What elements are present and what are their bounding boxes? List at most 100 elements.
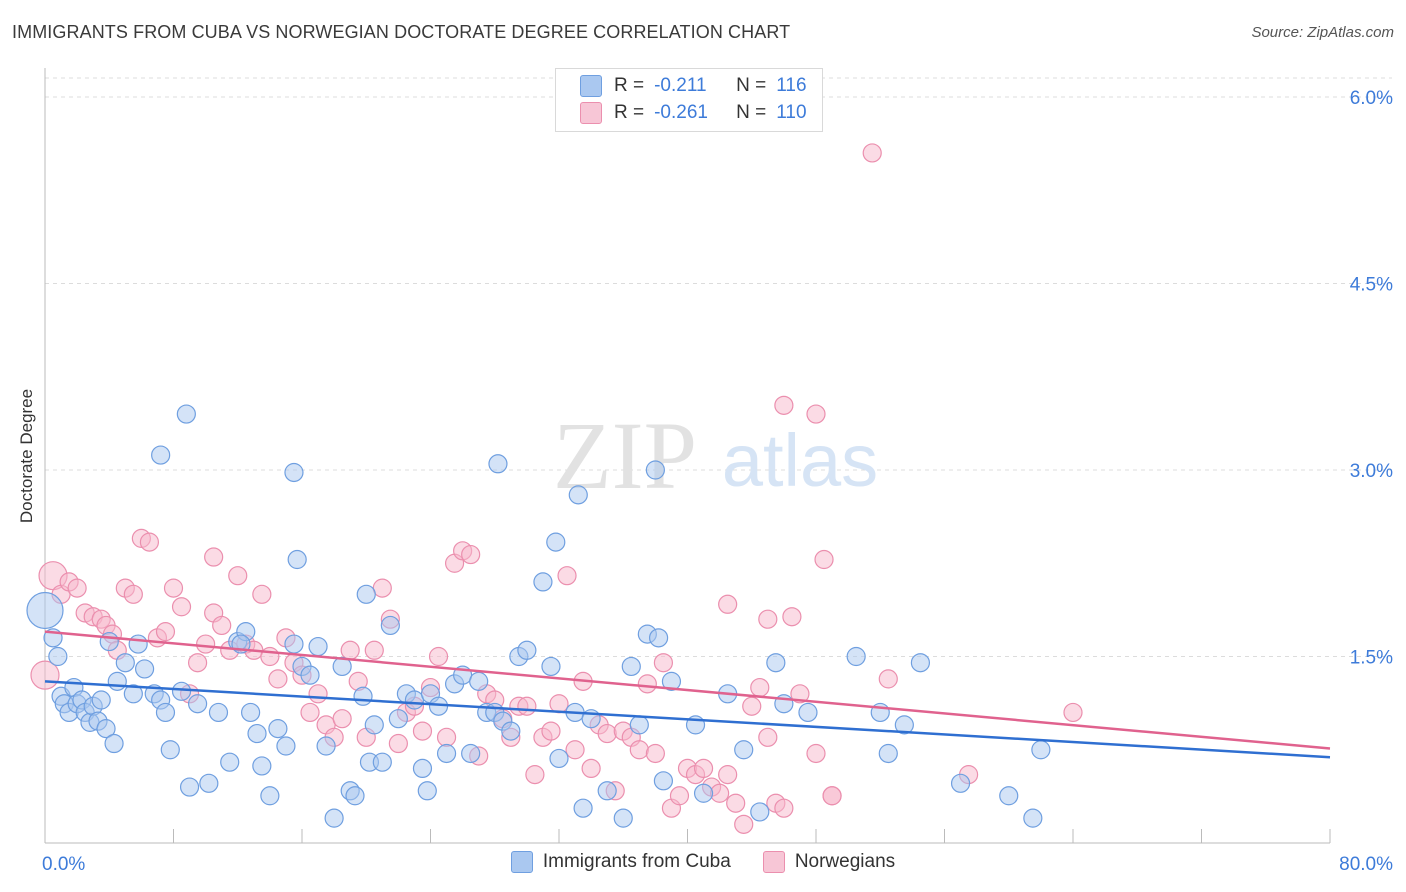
point-cuba [661, 671, 682, 691]
point-norwegians [629, 740, 649, 760]
y-tick-label: 1.5% [1350, 648, 1393, 669]
point-cuba [597, 781, 617, 801]
point-norwegians [557, 566, 577, 586]
point-cuba [1031, 740, 1051, 760]
legend-row-cuba: R = -0.211 N = 116 [580, 74, 807, 98]
point-cuba [345, 786, 365, 806]
point-cuba [176, 404, 196, 424]
grid-lines [45, 77, 1392, 657]
trend-line-norwegians [44, 630, 1331, 750]
series-legend: Immigrants from Cuba Norwegians [0, 851, 1406, 873]
point-cuba [160, 740, 180, 760]
series-norwegians [30, 143, 1083, 834]
legend-swatch-cuba [510, 851, 533, 873]
legend-n-label: N = [736, 75, 767, 96]
trend-lines [44, 630, 1331, 759]
x-tick-label: 0.0% [42, 854, 85, 875]
point-cuba [123, 684, 143, 704]
point-cuba [220, 752, 240, 772]
point-norwegians [774, 798, 794, 818]
point-cuba [26, 591, 64, 630]
point-norwegians [252, 584, 272, 604]
point-cuba [488, 454, 508, 474]
point-cuba [134, 659, 155, 679]
point-norwegians [123, 584, 143, 604]
point-cuba [300, 665, 320, 685]
point-cuba [412, 758, 433, 779]
point-cuba [208, 702, 229, 723]
point-norwegians [750, 677, 770, 698]
point-cuba [356, 584, 376, 604]
point-cuba [999, 786, 1019, 806]
point-cuba [96, 719, 116, 739]
point-cuba [48, 646, 68, 667]
y-axis-label: Doctorate Degree [17, 388, 36, 524]
point-cuba [645, 460, 665, 480]
point-cuba [316, 736, 336, 756]
point-cuba [648, 628, 669, 648]
point-cuba [469, 671, 489, 691]
series-cuba [26, 404, 1051, 828]
point-norwegians [718, 594, 738, 614]
point-norwegians [541, 721, 561, 741]
point-norwegians [726, 793, 746, 813]
chart-title: IMMIGRANTS FROM CUBA VS NORWEGIAN DOCTOR… [12, 22, 791, 42]
point-norwegians [822, 786, 842, 806]
point-norwegians [228, 566, 248, 586]
point-norwegians [260, 646, 280, 667]
point-cuba [155, 702, 176, 723]
point-cuba [199, 773, 219, 793]
point-cuba [99, 631, 119, 652]
point-norwegians [597, 723, 617, 744]
point-norwegians [814, 549, 834, 570]
point-norwegians [436, 727, 457, 747]
point-norwegians [758, 609, 778, 629]
point-cuba [693, 783, 714, 803]
point-cuba [846, 646, 866, 667]
point-norwegians [196, 634, 216, 654]
point-norwegians [300, 702, 320, 723]
point-norwegians [734, 814, 754, 834]
point-cuba [950, 773, 971, 793]
y-tick-label: 6.0% [1350, 88, 1393, 109]
point-cuba [107, 671, 127, 691]
point-norwegians [372, 578, 392, 598]
point-cuba [533, 572, 553, 592]
point-norwegians [364, 640, 384, 660]
point-norwegians [653, 653, 674, 673]
point-norwegians [67, 578, 87, 598]
point-cuba [894, 715, 914, 735]
legend-r-label: R = [614, 102, 645, 123]
point-cuba [798, 702, 818, 723]
point-cuba [252, 756, 272, 776]
point-cuba [104, 733, 124, 754]
point-cuba [750, 802, 770, 822]
point-cuba [461, 743, 481, 764]
point-norwegians [862, 143, 882, 163]
point-cuba [380, 615, 400, 636]
point-norwegians [461, 544, 481, 565]
source-credit: Source: ZipAtlas.com [1251, 24, 1394, 41]
point-norwegians [758, 727, 778, 747]
point-norwegians [187, 653, 208, 673]
point-norwegians [710, 783, 730, 803]
point-cuba [417, 781, 437, 801]
point-norwegians [517, 696, 537, 716]
y-tick-label: 4.5% [1350, 275, 1393, 296]
point-cuba [284, 462, 304, 483]
point-cuba [910, 653, 931, 673]
legend-item-norwegians: Norwegians [762, 851, 896, 873]
point-norwegians [774, 395, 794, 415]
legend-swatch-cuba [580, 75, 602, 97]
point-norwegians [525, 765, 545, 785]
legend-n-value: 110 [776, 102, 807, 123]
point-cuba [568, 485, 588, 505]
point-norwegians [782, 607, 802, 627]
point-norwegians [693, 758, 714, 779]
legend-label-norwegians: Norwegians [794, 851, 896, 872]
legend-row-norwegians: R = -0.261 N = 110 [580, 101, 807, 125]
point-cuba [404, 690, 425, 710]
point-norwegians [212, 615, 232, 636]
point-norwegians [718, 765, 738, 785]
